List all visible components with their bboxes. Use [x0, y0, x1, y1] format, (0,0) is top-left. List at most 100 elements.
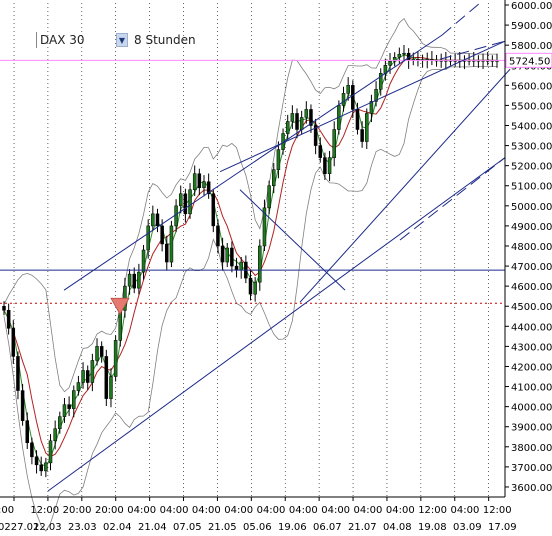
candle: [392, 52, 397, 67]
candle-body: [85, 370, 90, 383]
candle: [183, 188, 188, 223]
candle: [178, 185, 183, 214]
candle: [327, 150, 332, 182]
candle: [20, 383, 25, 426]
x-tick-label-date: 07.05: [173, 522, 202, 533]
bollinger-lower: [3, 66, 497, 532]
x-tick-label-date: 23.03: [68, 522, 97, 533]
candle-body: [113, 340, 118, 377]
candle-body: [192, 173, 197, 191]
candle: [113, 335, 118, 382]
x-tick-label-date: 21.07: [348, 522, 377, 533]
candle-body: [6, 309, 11, 329]
candle: [374, 81, 378, 107]
candle: [53, 420, 57, 450]
y-tick-label: 4900.00: [511, 222, 552, 233]
candle-body: [220, 245, 225, 263]
candle-body: [62, 404, 67, 417]
candle-body: [132, 273, 136, 289]
y-tick-label: 5500.00: [511, 101, 552, 112]
candle-body: [285, 121, 290, 134]
candle-body: [374, 89, 378, 102]
candle: [95, 338, 99, 366]
candle-body: [76, 382, 81, 391]
x-tick-label-date: 21.05: [208, 522, 237, 533]
y-tick-label: 3600.00: [511, 483, 552, 494]
bollinger-upper: [3, 17, 497, 393]
candle: [323, 152, 327, 180]
candle: [160, 219, 164, 252]
x-tick-label-time: 20:00: [95, 505, 124, 516]
candle: [211, 188, 216, 233]
trend-upper-extension: [439, 40, 506, 60]
candle-body: [183, 193, 188, 215]
candle-body: [341, 93, 346, 106]
candle-body: [402, 52, 406, 55]
channel-upper-line: [63, 34, 443, 291]
candle-body: [81, 370, 85, 383]
channel-lower-extension: [399, 157, 506, 241]
candle: [304, 101, 309, 124]
candle-body: [388, 60, 392, 66]
candle: [378, 68, 383, 96]
candle: [44, 457, 48, 478]
candle: [141, 244, 146, 280]
y-tick-label: 4200.00: [511, 362, 552, 373]
y-tick-label: 4300.00: [511, 342, 552, 353]
chevron-down-icon[interactable]: ▼: [116, 33, 128, 47]
period-label: 8 Stunden: [134, 33, 196, 47]
x-tick-label-date: 04.08: [383, 522, 412, 533]
period-selector[interactable]: ▼ 8 Stunden: [116, 33, 196, 47]
candle-body: [2, 305, 6, 311]
candle: [332, 121, 336, 167]
price-tag-box: [505, 52, 552, 68]
channel-upper-extension: [441, 2, 481, 36]
candle-body: [48, 440, 53, 464]
candle: [30, 437, 34, 465]
symbol-label[interactable]: DAX 30: [36, 32, 110, 48]
candle-body: [151, 213, 155, 227]
x-tick-label-time: 04:00: [321, 505, 350, 516]
candle: [267, 180, 271, 215]
x-tick-label-date: 05.06: [243, 522, 272, 533]
candle: [216, 219, 220, 254]
candle-body: [206, 181, 211, 195]
candle-body: [160, 225, 164, 245]
x-tick-label-time: 04:00: [224, 505, 253, 516]
candle-body: [188, 189, 192, 215]
candle: [76, 375, 81, 396]
candle-body: [109, 376, 113, 399]
candle: [137, 263, 141, 295]
x-tick-label-time: 04:00: [160, 505, 189, 516]
y-tick-label: 5300.00: [511, 142, 552, 153]
candle: [206, 173, 211, 199]
candle-body: [104, 356, 109, 399]
candle: [25, 412, 30, 450]
y-tick-label: 5800.00: [511, 41, 552, 52]
x-tick-label-date: 19.06: [278, 522, 307, 533]
candle-body: [16, 356, 20, 391]
candle: [109, 368, 113, 408]
candle: [90, 353, 95, 392]
candle: [341, 86, 346, 112]
descending-line: [239, 189, 346, 291]
x-tick-label-time: 04:00: [451, 505, 480, 516]
candle: [58, 411, 62, 434]
candle-body: [267, 185, 271, 209]
candle: [230, 241, 234, 273]
candle-body: [118, 309, 123, 341]
x-tick-label-time: 04:00: [257, 505, 286, 516]
candle-body: [99, 346, 104, 357]
candle: [313, 118, 318, 155]
candle-body: [318, 145, 323, 158]
candle-body: [178, 193, 183, 207]
y-tick-label: 4700.00: [511, 262, 552, 273]
trend-lower-line: [299, 68, 511, 303]
candle-body: [225, 247, 229, 263]
candle: [355, 102, 360, 135]
candle-body: [95, 346, 99, 361]
chart-toolbar: DAX 30 ▼ 8 Stunden: [36, 30, 196, 50]
candle-body: [67, 404, 71, 409]
